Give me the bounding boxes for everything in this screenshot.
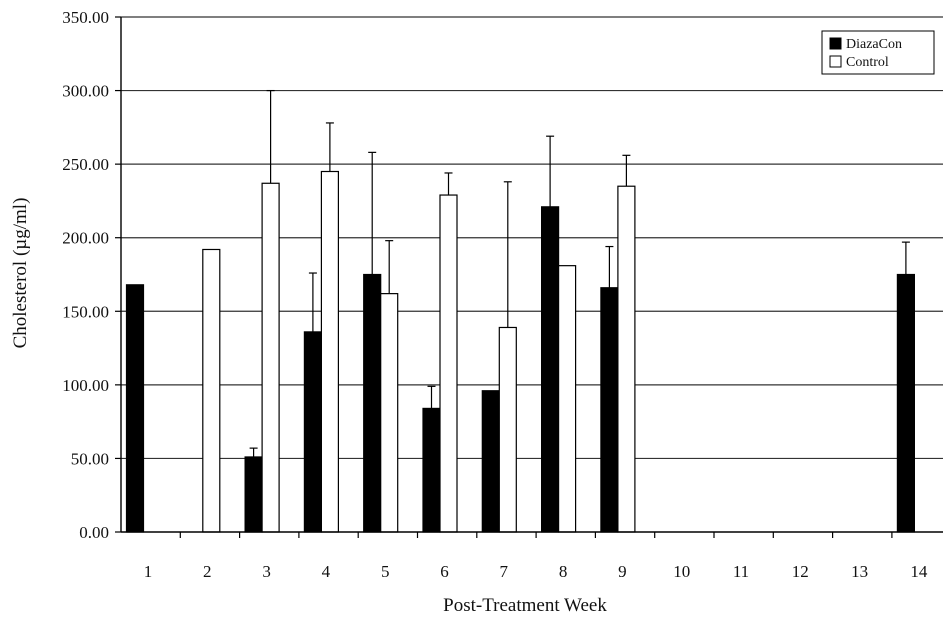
x-tick-label: 7 [500, 562, 509, 581]
bar-diazacon [125, 284, 145, 533]
bar-control [261, 182, 280, 533]
bar-diazacon [481, 390, 500, 533]
bar-diazacon [896, 273, 916, 533]
y-tick-label: 50.00 [71, 449, 109, 468]
x-tick-label: 2 [203, 562, 212, 581]
x-tick-label: 14 [910, 562, 928, 581]
x-tick-label: 1 [144, 562, 153, 581]
legend: DiazaCon Control [821, 30, 935, 75]
x-tick-label: 11 [733, 562, 749, 581]
bar-diazacon [422, 407, 441, 533]
bars [125, 170, 916, 533]
y-axis-title: Cholesterol (µg/ml) [10, 198, 31, 349]
y-tick-labels: 0.00 50.00 100.00 150.00 200.00 250.00 300.00 3… [62, 8, 109, 542]
y-tick-label: 100.00 [62, 376, 109, 395]
axes [115, 16, 943, 538]
legend-label-diazacon: DiazaCon [846, 37, 902, 52]
bar-diazacon [540, 206, 560, 533]
error-bars [249, 89, 910, 457]
bar-control [439, 194, 458, 533]
x-tick-label: 12 [792, 562, 809, 581]
bar-diazacon [600, 287, 619, 533]
bar-control [380, 293, 399, 533]
bar-control [202, 248, 221, 533]
y-tick-label: 0.00 [79, 523, 109, 542]
bar-control [498, 326, 517, 533]
bar-diazacon [244, 456, 263, 533]
bar-control [320, 170, 339, 533]
y-tick-label: 250.00 [62, 155, 109, 174]
x-tick-label: 6 [440, 562, 449, 581]
bar-control [617, 185, 636, 533]
bar-control [557, 265, 577, 533]
x-tick-labels: 1 2 3 4 5 6 7 8 9 10 11 12 13 14 [144, 562, 928, 581]
x-tick-label: 5 [381, 562, 390, 581]
legend-swatch-diazacon [829, 37, 842, 50]
x-tick-label: 13 [851, 562, 868, 581]
x-axis-title: Post-Treatment Week [443, 595, 607, 616]
legend-label-control: Control [846, 55, 889, 70]
gridlines [121, 16, 943, 460]
y-tick-label: 300.00 [62, 82, 109, 101]
y-tick-label: 350.00 [62, 8, 109, 27]
bar-diazacon [303, 331, 322, 533]
y-tick-label: 200.00 [62, 229, 109, 248]
x-tick-label: 8 [559, 562, 568, 581]
bar-diazacon [363, 273, 382, 533]
x-tick-label: 3 [262, 562, 271, 581]
x-tick-label: 4 [322, 562, 331, 581]
legend-swatch-control [829, 55, 842, 68]
y-tick-label: 150.00 [62, 302, 109, 321]
x-tick-label: 9 [618, 562, 627, 581]
x-tick-label: 10 [673, 562, 690, 581]
